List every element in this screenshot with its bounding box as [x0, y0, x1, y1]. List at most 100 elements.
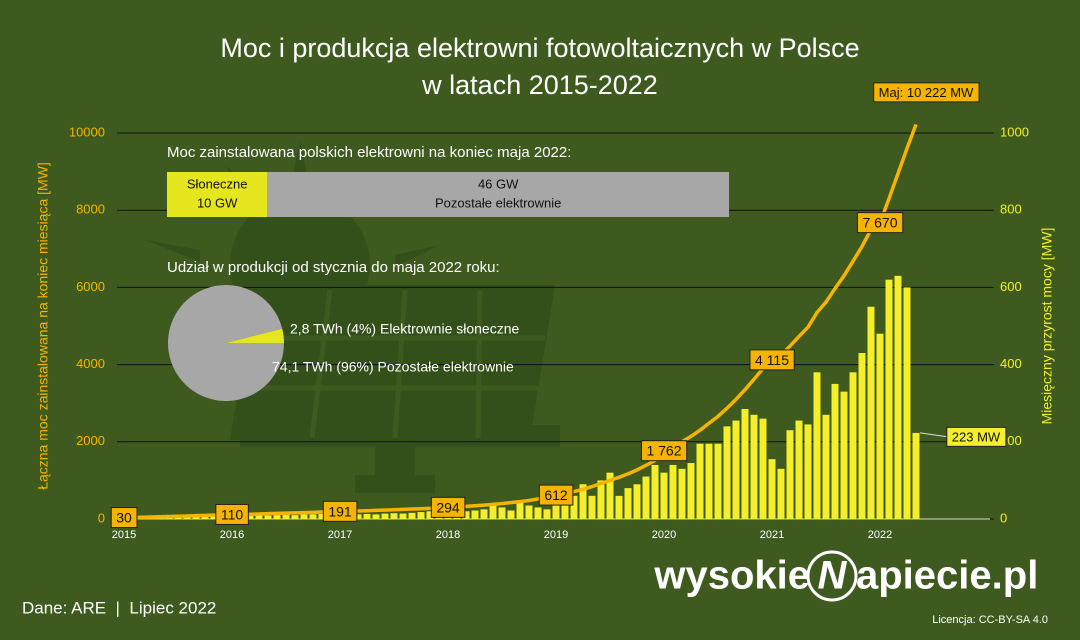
decoration-lines: [243, 289, 545, 439]
bar: [462, 511, 470, 519]
bar: [399, 513, 407, 519]
bar: [642, 476, 650, 519]
bar: [831, 383, 839, 519]
data-label-box: [430, 496, 466, 518]
bar: [606, 472, 614, 519]
y-tick-label: 8000: [76, 202, 105, 217]
pie-slice: [226, 328, 284, 343]
x-tick-label: 2016: [220, 529, 244, 541]
bar: [705, 443, 713, 519]
bar: [471, 510, 479, 519]
bar: [372, 514, 380, 519]
y-tick-label: 2000: [76, 433, 105, 448]
bar: [570, 495, 578, 519]
x-tick-label: 2022: [868, 529, 892, 541]
bar: [507, 510, 515, 519]
bar: [291, 515, 299, 519]
bar: [543, 509, 551, 519]
pie-title: Udział w produkcji od stycznia do maja 2…: [167, 259, 500, 276]
bar: [786, 430, 794, 519]
bar: [912, 432, 920, 519]
y2-axis-label: Miesięczny przyrost mocy [MW]: [1039, 228, 1055, 425]
bar: [696, 443, 704, 519]
bar: [525, 505, 533, 519]
data-label-box: [322, 500, 358, 522]
data-label-box: [640, 440, 688, 462]
bar: [804, 424, 812, 519]
license: Licencja: CC-BY-SA 4.0: [932, 614, 1048, 626]
bar: [840, 391, 848, 519]
data-label-box: [946, 426, 1007, 447]
bar: [561, 503, 569, 519]
data-label: 294: [436, 499, 460, 515]
bar: [885, 279, 893, 519]
x-tick-label: 2020: [652, 529, 676, 541]
bar: [246, 515, 254, 519]
bar-segment: [267, 172, 729, 217]
bar: [489, 503, 497, 519]
y2-tick-label: 600: [1000, 279, 1022, 294]
bar: [669, 464, 677, 519]
bar: [750, 414, 758, 519]
bar: [363, 513, 371, 519]
data-label: 191: [328, 503, 352, 519]
data-label-box: [873, 82, 980, 103]
source: Dane: ARE | Lipiec 2022: [22, 598, 216, 617]
bar: [354, 514, 362, 519]
bar: [516, 501, 524, 519]
bar: [651, 464, 659, 519]
bar: [300, 514, 308, 519]
data-label: 612: [544, 487, 568, 503]
bar: [318, 513, 326, 519]
logo-left: wysokie: [653, 554, 810, 598]
data-label: 110: [221, 506, 244, 522]
segment-value: Pozostałe elektrownie: [435, 195, 561, 210]
bar: [588, 495, 596, 519]
leader-line: [919, 432, 949, 438]
x-tick-label: 2021: [760, 529, 784, 541]
data-label: 7 670: [862, 215, 897, 231]
bar: [768, 459, 776, 519]
logo-mark: N: [818, 554, 848, 598]
bar: [741, 408, 749, 519]
y-tick-label: 4000: [76, 356, 105, 371]
bar: [813, 372, 821, 519]
bar: [723, 426, 731, 519]
y-tick-label: 10000: [69, 124, 105, 139]
y-tick-label: 6000: [76, 279, 105, 294]
bar: [390, 513, 398, 519]
bar: [201, 515, 209, 519]
segment-name: Słoneczne: [187, 176, 248, 191]
bar: [732, 420, 740, 519]
data-label: Maj: 10 222 MW: [879, 85, 974, 100]
bar: [822, 414, 830, 519]
bar: [633, 484, 641, 519]
chart-subtitle: w latach 2015-2022: [421, 70, 658, 100]
bar: [282, 514, 290, 519]
data-label: 1 762: [646, 443, 681, 459]
logo-circle: [806, 550, 858, 602]
bar: [192, 516, 200, 519]
bar: [687, 463, 695, 519]
capacity-title: Moc zainstalowana polskich elektrowni na…: [167, 144, 571, 161]
bar: [849, 372, 857, 519]
data-label-box: [538, 484, 574, 506]
bar: [624, 488, 632, 519]
y2-tick-label: 800: [1000, 202, 1022, 217]
y-tick-label: 0: [98, 510, 105, 525]
bar: [480, 509, 488, 519]
data-label: 223 MW: [952, 429, 1001, 444]
y2-tick-label: 1000: [1000, 124, 1029, 139]
logo-right: apiecie.pl: [856, 554, 1038, 598]
data-label: 4 115: [755, 352, 789, 368]
bar: [597, 480, 605, 519]
x-tick-label: 2015: [112, 529, 136, 541]
bar: [309, 514, 317, 519]
y2-tick-label: 0: [1000, 510, 1007, 525]
bar: [426, 511, 434, 519]
segment-name: 46 GW: [478, 176, 519, 191]
bar: [903, 287, 911, 519]
bar: [552, 499, 560, 519]
chart-title: Moc i produkcja elektrowni fotowoltaiczn…: [220, 33, 859, 63]
